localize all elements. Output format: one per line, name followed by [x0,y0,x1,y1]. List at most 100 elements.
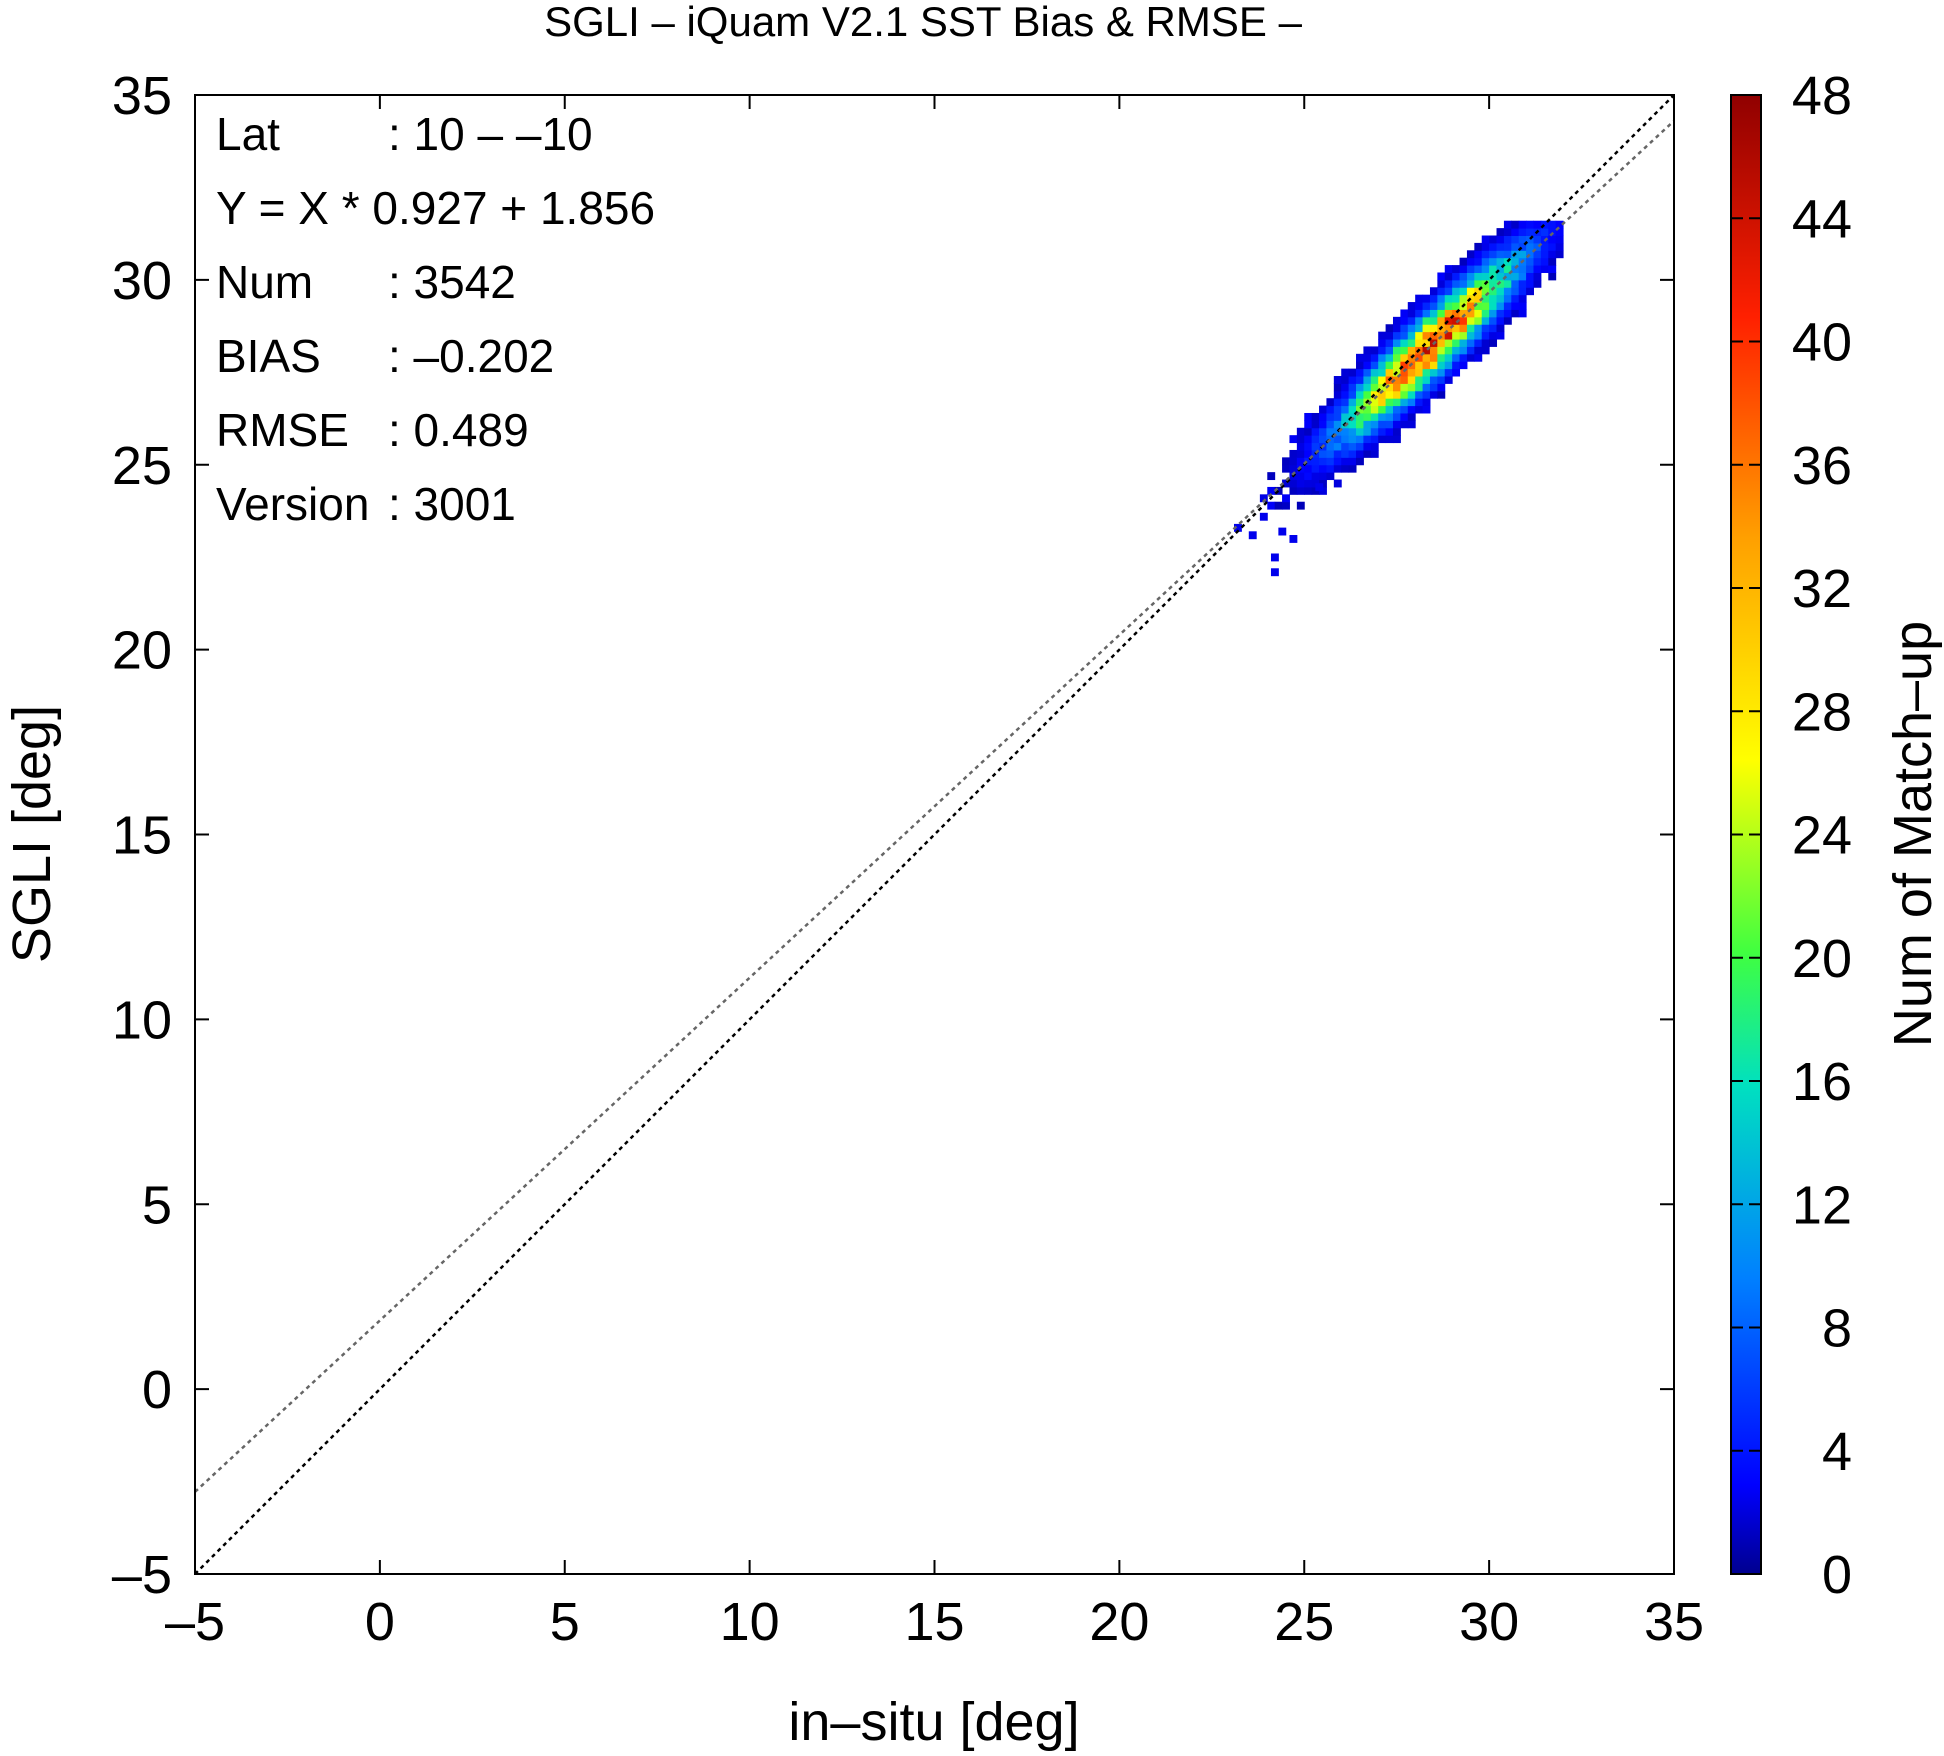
heatmap-cell [1304,449,1313,458]
x-tick-label: 25 [1274,1592,1334,1652]
heatmap-cell [1429,353,1438,362]
heatmap-cell [1385,405,1394,414]
heatmap-cell [1333,383,1342,392]
heatmap-cell [1356,412,1364,421]
y-tick-label: –5 [112,1545,172,1605]
plot-area [194,94,1675,1575]
heatmap-cell [1489,331,1498,340]
heatmap-cell [1466,331,1475,340]
heatmap-cell [1378,383,1387,392]
heatmap-cell [1267,501,1276,510]
heatmap-cell [1311,427,1320,436]
heatmap-cell [1282,479,1290,488]
heatmap-cell [1444,279,1453,288]
heatmap-cell [1356,427,1364,436]
heatmap-cell [1296,472,1305,481]
heatmap-cell [1378,353,1387,362]
heatmap-cell [1356,361,1364,370]
heatmap-cell [1356,420,1364,429]
heatmap-cell [1415,294,1424,303]
stat-value: : 10 – –10 [388,108,593,160]
heatmap-cell [1363,412,1372,421]
heatmap-cell [1296,501,1305,510]
heatmap-cell [1392,405,1401,414]
x-tick-label: 15 [904,1592,964,1652]
heatmap-cell [1385,368,1394,377]
stat-value: : 0.489 [388,404,529,456]
heatmap-cell [1474,339,1483,347]
heatmap-cell [1356,376,1364,384]
heatmap-cell [1489,324,1498,333]
heatmap-cell [1444,294,1453,303]
heatmap-cell [1370,442,1379,451]
heatmap-cell [1341,390,1350,399]
heatmap-cell [1526,250,1534,259]
heatmap-cell [1326,412,1335,421]
heatmap-cell [1548,235,1557,244]
heatmap-cell [1311,420,1320,429]
heatmap-cell [1296,479,1305,488]
heatmap-cell [1326,472,1335,481]
heatmap-cell [1407,316,1416,325]
heatmap-cell [1422,331,1431,340]
heatmap-cell [1511,220,1520,229]
heatmap-cell [1422,339,1431,347]
heatmap-cell [1429,361,1438,370]
heatmap-cell [1429,324,1438,333]
heatmap-cell [1437,353,1446,362]
heatmap-cell [1466,265,1475,273]
heatmap-cell [1437,361,1446,370]
heatmap-cell [1481,294,1490,303]
heatmap-cell [1392,412,1401,421]
heatmap-cell [1437,302,1446,310]
heatmap-cell [1555,242,1564,251]
heatmap-cell [1466,324,1475,333]
heatmap-cell [1356,368,1364,377]
heatmap-cell [1289,464,1298,473]
heatmap-cell [1341,405,1350,414]
heatmap-cell [1459,272,1468,281]
heatmap-cell [1407,412,1416,421]
heatmap-cell [1526,272,1534,281]
heatmap-cell [1378,412,1387,421]
heatmap-cell [1274,501,1283,510]
heatmap-cell [1407,368,1416,377]
heatmap-cells [1233,220,1564,577]
heatmap-cell [1378,398,1387,407]
heatmap-cell [1444,339,1453,347]
heatmap-cell [1400,398,1409,407]
heatmap-cell [1370,398,1379,407]
heatmap-cell [1415,324,1424,333]
heatmap-cell [1348,390,1357,399]
heatmap-cell [1385,324,1394,333]
heatmap-cell [1400,346,1409,355]
heatmap-cell [1518,294,1527,303]
heatmap-cell [1511,235,1520,244]
heatmap-cell [1474,272,1483,281]
heatmap-cell [1474,346,1483,355]
heatmap-cell [1422,390,1431,399]
heatmap-cell [1348,398,1357,407]
heatmap-cell [1363,449,1372,458]
heatmap-cell [1526,242,1534,251]
heatmap-cell [1474,331,1483,340]
heatmap-cell [1481,265,1490,273]
heatmap-cell [1548,257,1557,266]
heatmap-cell [1385,412,1394,421]
heatmap-cell [1429,294,1438,303]
heatmap-cell [1481,339,1490,347]
heatmap-cell [1503,302,1512,310]
heatmap-cell [1503,316,1512,325]
heatmap-cell [1481,242,1490,251]
heatmap-cell [1259,494,1268,503]
heatmap-cell [1474,265,1483,273]
heatmap-cell [1533,272,1542,281]
heatmap-cell [1270,568,1279,577]
colorbar-tick-label: 36 [1792,436,1852,496]
heatmap-cell [1248,531,1257,540]
heatmap-cell [1548,220,1557,229]
heatmap-cell [1356,442,1364,451]
heatmap-cell [1415,390,1424,399]
heatmap-cell [1503,235,1512,244]
heatmap-cell [1503,265,1512,273]
